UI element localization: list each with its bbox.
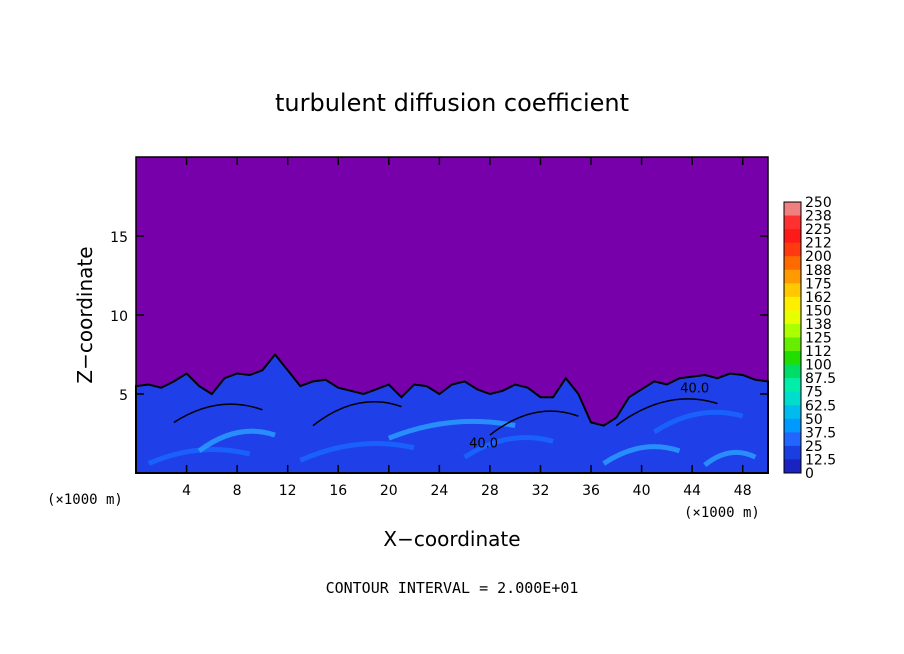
colorbar-label: 50	[805, 412, 823, 428]
turbulent-streak	[703, 449, 757, 468]
colorbar-label: 200	[805, 249, 832, 265]
colorbar-label: 25	[805, 439, 823, 455]
colorbar-label: 125	[805, 331, 832, 347]
contour-label: 40.0	[469, 437, 498, 452]
colorbar-swatch	[784, 283, 801, 298]
colorbar-swatch	[784, 418, 801, 433]
colorbar-swatch	[784, 459, 801, 474]
x-tick-label: 20	[380, 483, 398, 499]
chart-title: turbulent diffusion coefficient	[275, 89, 629, 117]
plot-area: 40.0 40.0	[135, 156, 769, 474]
colorbar-label: 225	[805, 222, 832, 238]
x-axis-unit: (×1000 m)	[684, 505, 760, 521]
y-axis: 5 10 15	[110, 230, 768, 404]
y-axis-unit: (×1000 m)	[47, 492, 123, 508]
y-tick-label: 10	[110, 309, 128, 325]
colorbar-label: 87.5	[805, 371, 836, 387]
y-axis-title: Z−coordinate	[73, 246, 97, 383]
x-tick-label: 40	[633, 483, 651, 499]
contour-line	[489, 410, 579, 436]
x-tick-label: 28	[481, 483, 499, 499]
turbulent-streak	[299, 441, 415, 463]
colorbar-label: 0	[805, 466, 814, 482]
x-tick-label: 44	[683, 483, 701, 499]
colorbar-label: 112	[805, 344, 832, 360]
colorbar-label: 138	[805, 317, 832, 333]
x-tick-label: 16	[329, 483, 347, 499]
colorbar-label: 250	[805, 195, 832, 211]
contour-line	[173, 403, 263, 424]
x-axis: 4 8 12 16 20 24 28 32 36 40 44 48	[182, 157, 752, 499]
colorbar-label: 12.5	[805, 452, 836, 468]
colorbar-swatch	[784, 405, 801, 420]
x-tick-label: 4	[182, 483, 191, 499]
colorbar-swatch	[784, 337, 801, 352]
colorbar-label: 238	[805, 209, 832, 225]
colorbar-label: 175	[805, 276, 832, 292]
turbulent-streak	[652, 409, 744, 435]
x-tick-label: 32	[532, 483, 550, 499]
colorbar: 2502382252122001881751621501381251121008…	[783, 195, 836, 482]
x-tick-label: 8	[233, 483, 242, 499]
turbulent-streak	[463, 435, 554, 460]
colorbar-swatch	[784, 202, 801, 217]
colorbar-swatch	[784, 445, 801, 460]
turbulent-streak	[387, 418, 516, 441]
turbulent-streak	[602, 444, 681, 466]
y-tick-label: 15	[110, 230, 128, 246]
contour-line	[615, 398, 718, 427]
colorbar-swatch	[784, 229, 801, 244]
turbulent-detail: 40.0 40.0	[147, 381, 757, 468]
colorbar-swatch	[784, 432, 801, 447]
x-tick-label: 36	[582, 483, 600, 499]
turbulent-layer	[135, 352, 769, 474]
x-tick-label: 12	[279, 483, 297, 499]
colorbar-label: 37.5	[805, 425, 836, 441]
y-tick-label: 5	[119, 388, 128, 404]
contour-interval: CONTOUR INTERVAL = 2.000E+01	[326, 579, 579, 597]
colorbar-swatch	[784, 242, 801, 257]
turbulent-streak	[197, 428, 276, 453]
colorbar-swatch	[784, 364, 801, 379]
colorbar-swatch	[784, 351, 801, 366]
colorbar-label: 62.5	[805, 398, 836, 414]
contour-label: 40.0	[680, 381, 709, 396]
colorbar-frame	[783, 201, 802, 474]
colorbar-swatch	[784, 391, 801, 406]
colorbar-label: 188	[805, 263, 832, 279]
colorbar-swatch	[784, 296, 801, 311]
x-axis-title: X−coordinate	[383, 527, 520, 551]
colorbar-swatch	[784, 256, 801, 271]
colorbar-swatch	[784, 215, 801, 230]
colorbar-label: 75	[805, 385, 823, 401]
x-tick-label: 48	[734, 483, 752, 499]
colorbar-swatch	[784, 310, 801, 325]
contour-line	[312, 400, 402, 427]
colorbar-label: 162	[805, 290, 832, 306]
x-tick-label: 24	[430, 483, 448, 499]
colorbar-swatch	[784, 269, 801, 284]
colorbar-label: 212	[805, 236, 832, 252]
colorbar-swatch	[784, 378, 801, 393]
colorbar-label: 150	[805, 303, 832, 319]
colorbar-label: 100	[805, 358, 832, 374]
colorbar-swatch	[784, 323, 801, 338]
